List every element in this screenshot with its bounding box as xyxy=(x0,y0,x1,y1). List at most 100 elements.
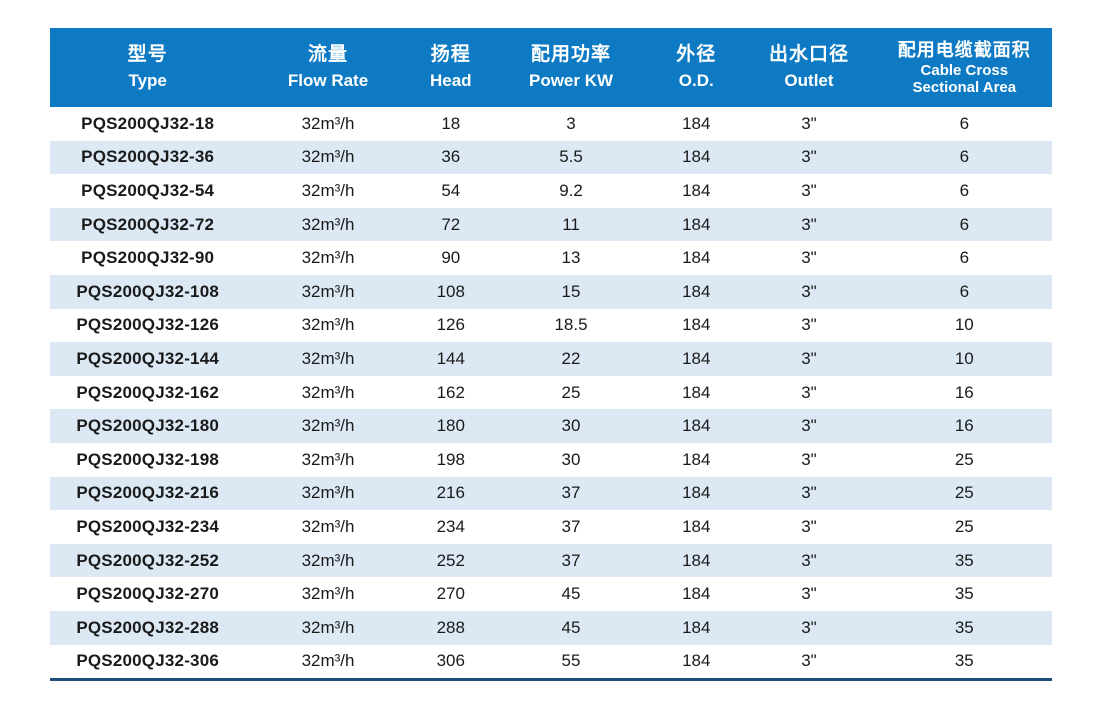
table-row: PQS200QJ32-18 32m³/h 18 3 184 3" 6 xyxy=(50,107,1052,141)
cell-cable-area: 10 xyxy=(954,348,974,368)
cell-head: 198 xyxy=(436,449,465,469)
cell-od: 184 xyxy=(682,315,711,335)
cell-flow-rate: 32m³/h xyxy=(301,483,355,503)
cell-cable-area: 6 xyxy=(959,180,970,200)
column-header-power-kw-en: Power KW xyxy=(528,70,614,90)
cell-flow-rate: 32m³/h xyxy=(301,180,355,200)
cell-od: 184 xyxy=(682,416,711,436)
cell-type: PQS200QJ32-72 xyxy=(81,214,215,234)
cell-cable-area: 6 xyxy=(959,248,970,268)
cell-type: PQS200QJ32-252 xyxy=(76,550,220,570)
cell-flow-rate: 32m³/h xyxy=(301,382,355,402)
cell-outlet: 3" xyxy=(801,248,817,268)
cell-type: PQS200QJ32-144 xyxy=(76,348,220,368)
cell-power-kw: 5.5 xyxy=(559,147,583,167)
table-row: PQS200QJ32-72 32m³/h 72 11 184 3" 6 xyxy=(50,207,1052,242)
table-row: PQS200QJ32-270 32m³/h 270 45 184 3" 35 xyxy=(50,577,1052,611)
column-header-outlet: 出水口径 Outlet xyxy=(741,28,877,107)
cell-cable-area: 35 xyxy=(954,617,974,637)
column-header-od-en: O.D. xyxy=(678,70,714,90)
cell-outlet: 3" xyxy=(801,617,817,637)
cell-od: 184 xyxy=(682,483,711,503)
cell-outlet: 3" xyxy=(801,281,817,301)
cell-od: 184 xyxy=(682,617,711,637)
table-body: PQS200QJ32-18 32m³/h 18 3 184 3" 6 PQS200QJ32-3… xyxy=(50,107,1052,680)
column-header-flow-rate: 流量 Flow Rate xyxy=(245,28,411,107)
cell-outlet: 3" xyxy=(801,382,817,402)
cell-head: 288 xyxy=(436,617,465,637)
cell-power-kw: 15 xyxy=(561,281,581,301)
cell-od: 184 xyxy=(682,651,711,671)
spec-table-container: 型号 Type 流量 Flow Rate 扬程 Head 配用功率 Power … xyxy=(50,28,1052,682)
cell-power-kw: 13 xyxy=(561,248,581,268)
column-header-type-zh: 型号 xyxy=(127,44,168,66)
cell-outlet: 3" xyxy=(801,651,817,671)
cell-flow-rate: 32m³/h xyxy=(301,147,355,167)
cell-outlet: 3" xyxy=(801,584,817,604)
cell-cable-area: 25 xyxy=(954,516,974,536)
cell-flow-rate: 32m³/h xyxy=(301,113,355,133)
cell-power-kw: 37 xyxy=(561,483,581,503)
cell-type: PQS200QJ32-18 xyxy=(81,113,215,133)
cell-power-kw: 9.2 xyxy=(559,180,583,200)
cell-outlet: 3" xyxy=(801,550,817,570)
cell-head: 252 xyxy=(436,550,465,570)
column-header-cable-area-en: Cable Cross xyxy=(920,61,1009,79)
cell-head: 72 xyxy=(441,214,461,234)
cell-power-kw: 30 xyxy=(561,449,581,469)
cell-type: PQS200QJ32-108 xyxy=(76,281,220,301)
cell-type: PQS200QJ32-36 xyxy=(81,147,215,167)
table-row: PQS200QJ32-288 32m³/h 288 45 184 3" 35 xyxy=(50,610,1052,645)
cell-head: 126 xyxy=(436,315,465,335)
cell-head: 306 xyxy=(436,651,465,671)
table-row: PQS200QJ32-54 32m³/h 54 9.2 184 3" 6 xyxy=(50,174,1052,208)
cell-power-kw: 30 xyxy=(561,416,581,436)
cell-cable-area: 16 xyxy=(954,382,974,402)
table-row: PQS200QJ32-252 32m³/h 252 37 184 3" 35 xyxy=(50,543,1052,578)
cell-flow-rate: 32m³/h xyxy=(301,416,355,436)
table-row: PQS200QJ32-306 32m³/h 306 55 184 3" 35 xyxy=(50,644,1052,680)
table-row: PQS200QJ32-144 32m³/h 144 22 184 3" 10 xyxy=(50,342,1052,376)
cell-head: 270 xyxy=(436,584,465,604)
table-row: PQS200QJ32-234 32m³/h 234 37 184 3" 25 xyxy=(50,510,1052,544)
cell-outlet: 3" xyxy=(801,147,817,167)
cell-type: PQS200QJ32-54 xyxy=(81,180,215,200)
table-header: 型号 Type 流量 Flow Rate 扬程 Head 配用功率 Power … xyxy=(50,28,1052,107)
column-header-head-zh: 扬程 xyxy=(430,44,471,66)
cell-od: 184 xyxy=(682,348,711,368)
pump-spec-table: 型号 Type 流量 Flow Rate 扬程 Head 配用功率 Power … xyxy=(50,28,1052,682)
header-row: 型号 Type 流量 Flow Rate 扬程 Head 配用功率 Power … xyxy=(50,28,1052,107)
cell-head: 54 xyxy=(441,180,461,200)
cell-power-kw: 3 xyxy=(566,113,576,133)
column-header-flow-rate-en: Flow Rate xyxy=(287,70,369,90)
cell-type: PQS200QJ32-216 xyxy=(76,483,220,503)
column-header-flow-rate-zh: 流量 xyxy=(308,44,349,66)
column-header-outlet-en: Outlet xyxy=(784,70,834,90)
table-row: PQS200QJ32-162 32m³/h 162 25 184 3" 16 xyxy=(50,375,1052,410)
cell-flow-rate: 32m³/h xyxy=(301,651,355,671)
cell-outlet: 3" xyxy=(801,483,817,503)
cell-head: 162 xyxy=(436,382,465,402)
column-header-cable-area: 配用电缆截面积 Cable Cross Sectional Area xyxy=(876,28,1052,107)
cell-cable-area: 16 xyxy=(954,416,974,436)
column-header-head: 扬程 Head xyxy=(410,28,491,107)
cell-head: 108 xyxy=(436,281,465,301)
table-row: PQS200QJ32-108 32m³/h 108 15 184 3" 6 xyxy=(50,274,1052,309)
cell-od: 184 xyxy=(682,180,711,200)
cell-head: 144 xyxy=(436,348,465,368)
cell-type: PQS200QJ32-270 xyxy=(76,584,220,604)
cell-cable-area: 10 xyxy=(954,315,974,335)
table-row: PQS200QJ32-36 32m³/h 36 5.5 184 3" 6 xyxy=(50,140,1052,175)
cell-head: 216 xyxy=(436,483,465,503)
cell-type: PQS200QJ32-234 xyxy=(76,516,220,536)
cell-type: PQS200QJ32-162 xyxy=(76,382,220,402)
cell-head: 90 xyxy=(441,248,461,268)
cell-od: 184 xyxy=(682,214,711,234)
column-header-power-kw-zh: 配用功率 xyxy=(531,44,612,66)
cell-outlet: 3" xyxy=(801,113,817,133)
cell-od: 184 xyxy=(682,147,711,167)
column-header-outlet-zh: 出水口径 xyxy=(768,44,849,66)
cell-flow-rate: 32m³/h xyxy=(301,281,355,301)
column-header-od-zh: 外径 xyxy=(676,44,717,66)
